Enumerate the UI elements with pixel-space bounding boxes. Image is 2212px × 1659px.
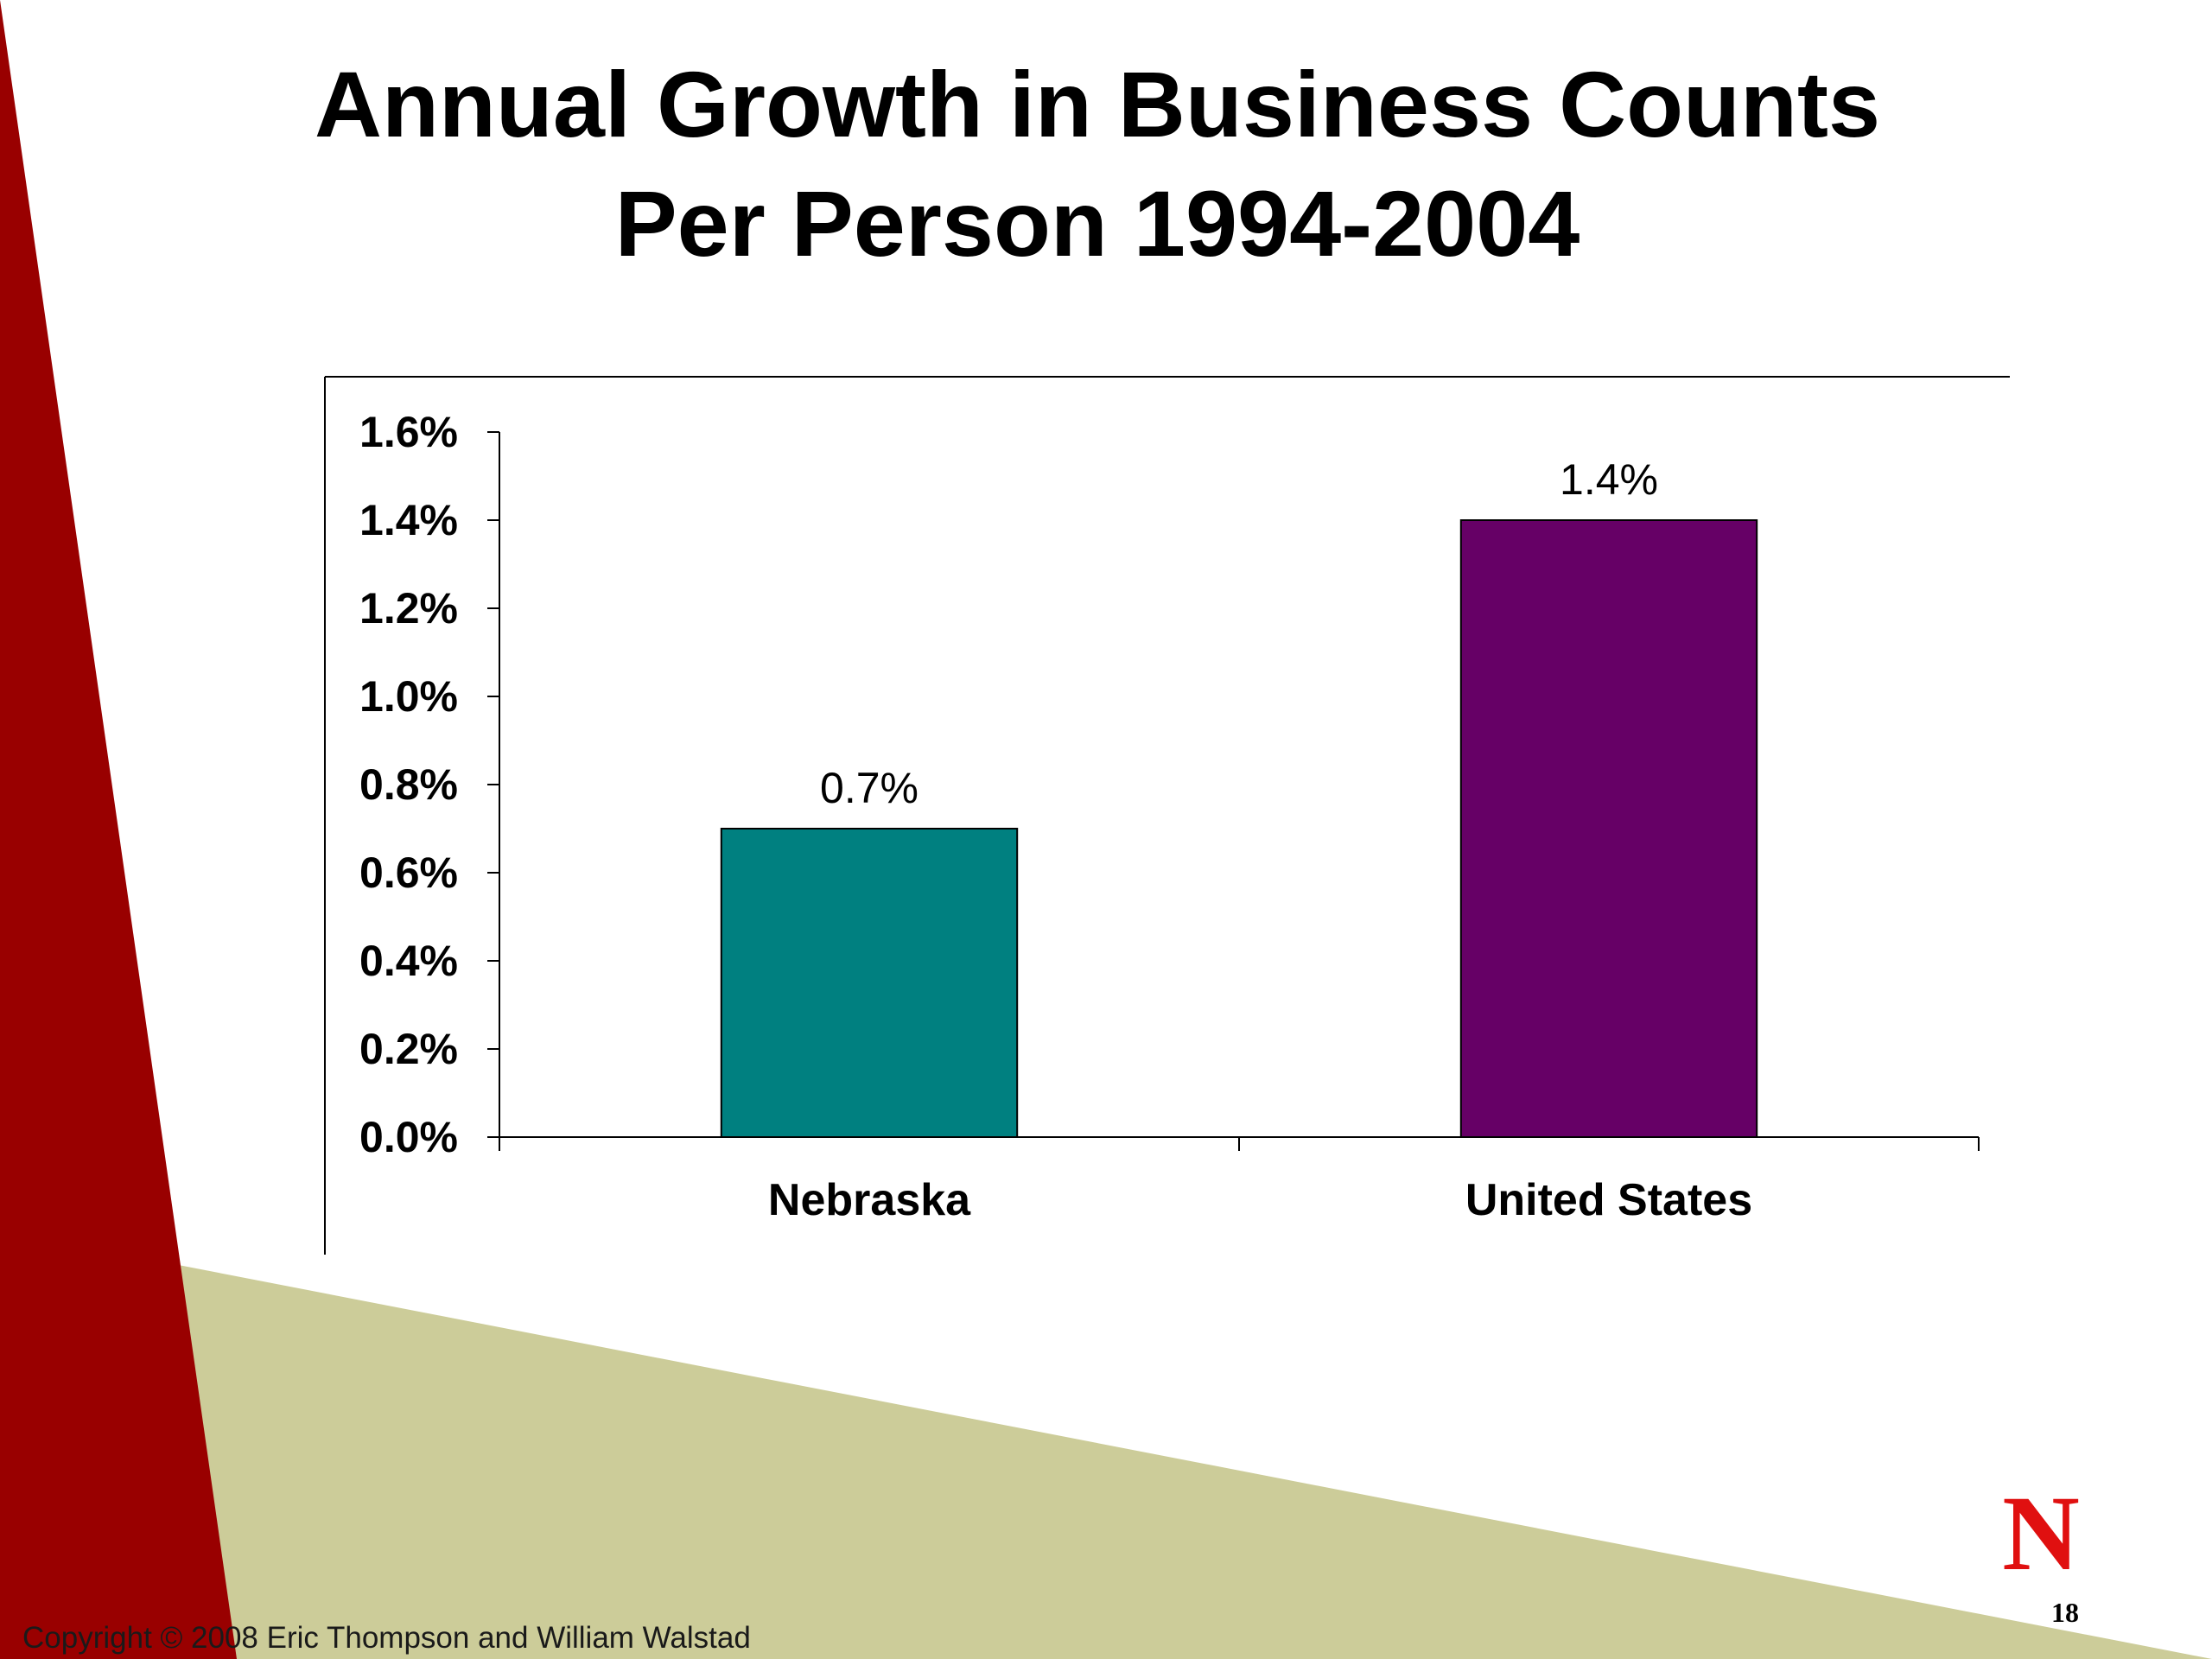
- nebraska-n-logo: N: [2001, 1483, 2082, 1580]
- data-label: 1.4%: [1560, 455, 1658, 504]
- bar-united-states: [1459, 519, 1758, 1138]
- x-category-label: Nebraska: [768, 1175, 971, 1225]
- y-tick-label: 0.0%: [359, 1113, 458, 1161]
- y-axis: 0.0% 0.2% 0.4% 0.6% 0.8% 1.0% 1.2% 1.4% 1.6%: [359, 408, 500, 1161]
- x-axis: Nebraska United States: [499, 1136, 1980, 1225]
- slide-title-line-1: Annual Growth in Business Counts: [314, 52, 1881, 156]
- data-label: 0.7%: [820, 764, 918, 812]
- copyright-notice: Copyright © 2008 Eric Thompson and Willi…: [22, 1621, 751, 1655]
- x-category-label: United States: [1465, 1175, 1752, 1225]
- y-tick-label: 1.6%: [359, 408, 458, 456]
- red-band: [0, 0, 237, 1659]
- y-tick-label: 0.8%: [359, 760, 458, 809]
- y-tick-label: 0.4%: [359, 937, 458, 985]
- bar-nebraska: [720, 828, 1019, 1138]
- slide-title-line-2: Per Person 1994-2004: [614, 171, 1580, 276]
- tan-band: [0, 1230, 2212, 1659]
- slide-title: Annual Growth in Business Counts Per Per…: [156, 45, 2039, 283]
- y-tick-label: 1.4%: [359, 496, 458, 544]
- y-tick-label: 1.2%: [359, 584, 458, 632]
- bars: 0.7% 1.4%: [720, 455, 1758, 1138]
- y-tick-label: 0.6%: [359, 849, 458, 897]
- y-tick-label: 1.0%: [359, 672, 458, 721]
- y-tick-label: 0.2%: [359, 1025, 458, 1073]
- nebraska-n-logo-letter: N: [2002, 1483, 2080, 1580]
- slide-number: 18: [2051, 1597, 2079, 1628]
